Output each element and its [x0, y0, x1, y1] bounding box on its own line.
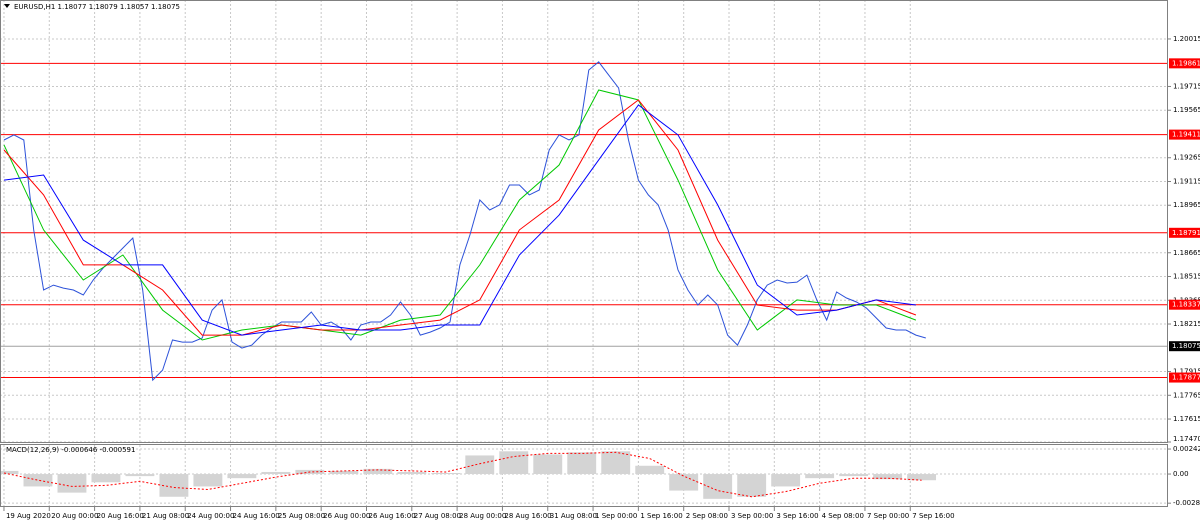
level-label: 1.17877	[1172, 374, 1200, 382]
series-line	[3, 99, 917, 336]
macd-bar	[737, 474, 767, 497]
macd-bar	[805, 474, 835, 479]
y-tick-label: 1.20015	[1173, 35, 1200, 43]
x-tick-label: 4 Sep 08:00	[822, 512, 864, 520]
macd-bar	[329, 470, 359, 475]
macd-bar	[159, 474, 189, 497]
macd-bar	[635, 465, 665, 475]
macd-frame	[0, 444, 1168, 507]
macd-bar	[0, 470, 19, 475]
x-tick-label: 28 Aug 16:00	[504, 512, 551, 520]
y-tick-label: 1.19565	[1173, 106, 1200, 114]
macd-bar	[567, 452, 597, 475]
y-tick-label: 1.19265	[1173, 154, 1200, 162]
level-label-bg	[1169, 58, 1200, 69]
level-label: 1.18791	[1172, 229, 1200, 237]
macd-bar	[907, 474, 937, 481]
y-tick-label: 0.00242	[1173, 445, 1200, 453]
macd-bar	[125, 474, 155, 477]
y-tick-label: 1.18215	[1173, 320, 1200, 328]
x-tick-label: 7 Sep 16:00	[912, 512, 954, 520]
y-tick-label: 1.19715	[1173, 82, 1200, 90]
macd-bar	[669, 474, 699, 491]
y-tick-label: 1.18965	[1173, 201, 1200, 209]
series-line	[3, 89, 917, 341]
level-label: 1.18337	[1172, 301, 1200, 309]
y-tick-label: 1.19115	[1173, 177, 1200, 185]
current-price-bg	[1169, 341, 1200, 352]
menu-arrow	[4, 4, 10, 8]
macd-bar	[57, 474, 87, 493]
macd-title: MACD(12,26,9) -0.000646 -0.000591	[6, 446, 135, 454]
level-label-bg	[1169, 129, 1200, 140]
macd-bar	[397, 471, 427, 475]
x-tick-label: 20 Aug 00:00	[51, 512, 98, 520]
x-tick-label: 28 Aug 00:00	[459, 512, 506, 520]
x-tick-label: 27 Aug 08:00	[414, 512, 461, 520]
x-tick-label: 20 Aug 16:00	[97, 512, 144, 520]
macd-bar	[839, 474, 869, 477]
y-tick-label: 1.17470	[1173, 435, 1200, 443]
x-tick-label: 3 Sep 00:00	[731, 512, 773, 520]
chart-title: EURUSD,H1 1.18077 1.18079 1.18057 1.1807…	[14, 3, 180, 11]
x-tick-label: 3 Sep 16:00	[776, 512, 818, 520]
macd-bar	[873, 474, 903, 480]
level-label-bg	[1169, 299, 1200, 310]
x-tick-label: 26 Aug 16:00	[368, 512, 415, 520]
main-frame	[0, 0, 1168, 443]
y-tick-label: 1.17765	[1173, 391, 1200, 399]
macd-bar	[363, 468, 393, 475]
x-tick-label: 24 Aug 16:00	[233, 512, 280, 520]
macd-bar	[91, 474, 121, 483]
series-line	[3, 104, 916, 336]
macd-bar	[227, 474, 257, 479]
macd-bar	[601, 451, 631, 475]
x-tick-label: 1 Sep 00:00	[595, 512, 637, 520]
x-tick-label: 21 Aug 08:00	[142, 512, 189, 520]
y-tick-label: 1.17615	[1173, 415, 1200, 423]
macd-bar	[533, 454, 563, 475]
y-tick-label: 1.18665	[1173, 249, 1200, 257]
macd-bar	[771, 474, 801, 487]
current-price-label: 1.18075	[1172, 342, 1200, 350]
y-tick-label: 1.18515	[1173, 273, 1200, 281]
y-tick-label: 0.00	[1173, 470, 1189, 478]
y-tick-label: -0.00282	[1173, 499, 1200, 507]
macd-bar	[465, 455, 495, 475]
macd-bar	[499, 451, 529, 475]
x-tick-label: 7 Sep 00:00	[867, 512, 909, 520]
x-tick-label: 1 Sep 16:00	[640, 512, 682, 520]
macd-bar	[431, 473, 461, 475]
x-tick-label: 2 Sep 08:00	[686, 512, 728, 520]
x-tick-label: 25 Aug 08:00	[278, 512, 325, 520]
y-tick-label: 1.17915	[1173, 368, 1200, 376]
level-label: 1.19861	[1172, 59, 1200, 67]
macd-bar	[261, 471, 291, 475]
macd-bar	[193, 474, 223, 487]
level-label-bg	[1169, 372, 1200, 383]
series-line	[3, 61, 926, 382]
x-tick-label: 26 Aug 00:00	[323, 512, 370, 520]
x-tick-label: 24 Aug 00:00	[187, 512, 234, 520]
x-tick-label: 19 Aug 2020	[6, 512, 51, 520]
x-tick-label: 31 Aug 08:00	[550, 512, 597, 520]
level-label: 1.19411	[1172, 131, 1200, 139]
macd-bar	[23, 474, 53, 487]
level-label-bg	[1169, 227, 1200, 238]
